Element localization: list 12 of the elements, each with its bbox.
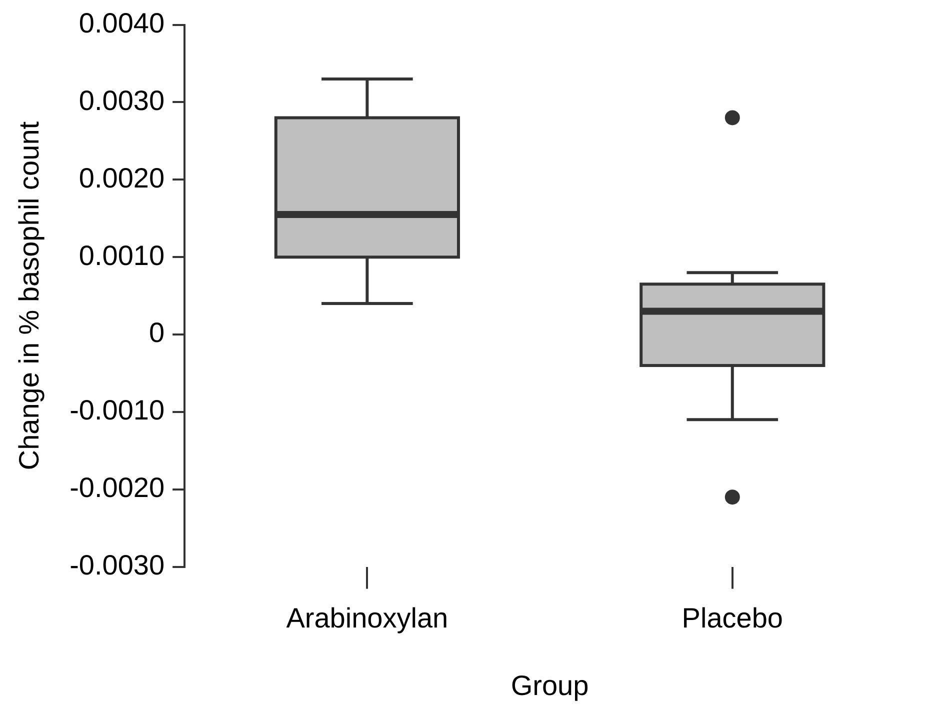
y-tick-label: 0.0020	[78, 162, 165, 194]
y-tick-label: 0.0040	[78, 8, 165, 39]
y-tick-label: 0	[148, 317, 165, 348]
x-tick-label: Arabinoxylan	[286, 602, 448, 634]
y-tick-label: 0.0010	[78, 240, 165, 271]
x-tick-label: Placebo	[682, 602, 783, 634]
x-axis-title: Group	[510, 670, 589, 701]
y-tick-label: -0.0030	[70, 550, 165, 581]
y-tick-label: -0.0020	[70, 472, 165, 504]
y-tick-label: 0.0030	[78, 84, 165, 116]
y-tick-label: -0.0010	[70, 394, 165, 426]
y-axis-title: Change in % basophil count	[14, 121, 45, 470]
